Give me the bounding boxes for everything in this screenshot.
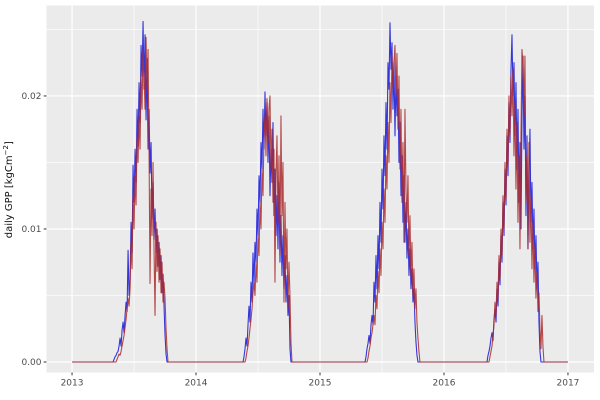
x-tick-label: 2016 [433, 379, 456, 389]
y-tick-label: 0.02 [21, 92, 41, 102]
x-tick-label: 2013 [61, 379, 84, 389]
series-red-line [72, 36, 568, 363]
x-tick-label: 2017 [557, 379, 580, 389]
x-tick-label: 2014 [185, 379, 208, 389]
x-tick-label: 2015 [309, 379, 332, 389]
y-tick-label: 0.01 [21, 225, 41, 235]
y-tick-label: 0.00 [21, 358, 41, 368]
